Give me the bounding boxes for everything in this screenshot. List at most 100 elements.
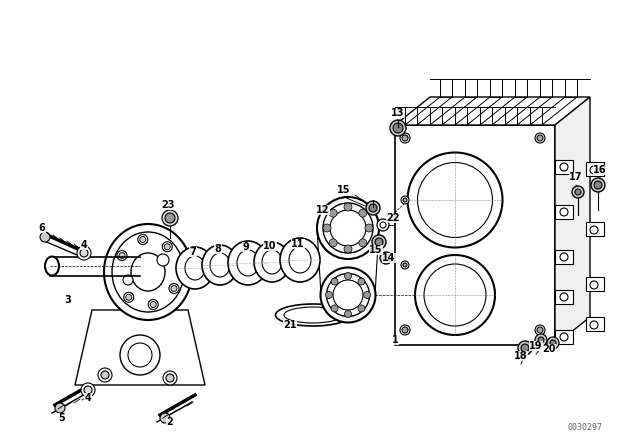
Bar [555, 160, 573, 174]
Circle shape [163, 371, 177, 385]
Text: 23: 23 [161, 200, 175, 210]
Circle shape [537, 327, 543, 333]
Text: 18: 18 [514, 351, 528, 361]
Circle shape [128, 343, 152, 367]
Circle shape [400, 325, 410, 335]
Circle shape [84, 386, 92, 394]
Ellipse shape [284, 307, 342, 323]
Circle shape [590, 321, 598, 329]
Circle shape [150, 302, 156, 307]
Circle shape [331, 305, 338, 312]
Ellipse shape [275, 304, 351, 326]
Text: 10: 10 [263, 241, 276, 251]
Circle shape [560, 293, 568, 301]
Circle shape [377, 219, 389, 231]
Text: 14: 14 [382, 253, 396, 263]
Text: 16: 16 [593, 165, 607, 175]
Text: 1: 1 [392, 335, 398, 345]
Circle shape [535, 325, 545, 335]
Bar [555, 330, 573, 344]
Circle shape [98, 368, 112, 382]
Ellipse shape [333, 280, 363, 310]
Circle shape [521, 344, 529, 352]
Circle shape [359, 239, 367, 247]
Ellipse shape [280, 238, 320, 282]
Circle shape [572, 186, 584, 198]
Circle shape [138, 234, 148, 245]
Ellipse shape [176, 247, 214, 289]
Circle shape [163, 242, 172, 252]
Circle shape [119, 253, 125, 258]
Circle shape [390, 120, 406, 136]
Ellipse shape [317, 197, 379, 259]
Circle shape [329, 239, 337, 247]
Circle shape [359, 209, 367, 217]
Circle shape [358, 278, 365, 285]
Circle shape [403, 198, 407, 202]
Bar [395, 125, 555, 345]
Text: 7: 7 [189, 247, 196, 257]
Circle shape [375, 238, 383, 246]
Circle shape [165, 213, 175, 223]
Polygon shape [555, 97, 590, 345]
Ellipse shape [326, 273, 369, 316]
Circle shape [380, 222, 386, 228]
Text: 6: 6 [38, 223, 45, 233]
Circle shape [123, 275, 133, 285]
Circle shape [55, 403, 65, 413]
Ellipse shape [415, 255, 495, 335]
Circle shape [171, 285, 177, 292]
Bar [555, 290, 573, 304]
Circle shape [537, 135, 543, 141]
Ellipse shape [321, 267, 376, 323]
Circle shape [366, 201, 380, 215]
Text: 9: 9 [243, 242, 250, 252]
Circle shape [535, 334, 547, 346]
Text: 17: 17 [569, 172, 583, 182]
Circle shape [594, 181, 602, 189]
Circle shape [590, 226, 598, 234]
Ellipse shape [228, 241, 268, 285]
Circle shape [124, 292, 134, 302]
Circle shape [80, 249, 88, 257]
Circle shape [560, 333, 568, 341]
Text: 8: 8 [214, 244, 221, 254]
Ellipse shape [289, 247, 311, 273]
Circle shape [101, 371, 109, 379]
Circle shape [400, 133, 410, 143]
Circle shape [162, 210, 178, 226]
Ellipse shape [408, 152, 502, 247]
Circle shape [125, 294, 132, 300]
Text: 2: 2 [166, 417, 173, 427]
Ellipse shape [185, 256, 205, 280]
Polygon shape [395, 97, 590, 125]
Circle shape [538, 337, 544, 343]
Ellipse shape [262, 250, 282, 274]
Circle shape [331, 278, 338, 285]
Circle shape [81, 383, 95, 397]
Bar [555, 205, 573, 219]
Text: 13: 13 [391, 108, 404, 118]
Circle shape [365, 224, 373, 232]
Circle shape [591, 178, 605, 192]
Circle shape [575, 189, 581, 195]
Text: 3: 3 [65, 295, 72, 305]
Circle shape [344, 272, 351, 280]
Ellipse shape [323, 203, 373, 253]
Circle shape [344, 203, 352, 211]
Ellipse shape [237, 250, 259, 276]
Ellipse shape [112, 232, 184, 312]
Circle shape [344, 310, 351, 318]
Ellipse shape [424, 264, 486, 326]
Circle shape [402, 327, 408, 333]
Text: 4: 4 [84, 393, 92, 403]
Text: 19: 19 [529, 341, 543, 351]
Circle shape [401, 196, 409, 204]
Bar [586, 222, 604, 236]
Circle shape [383, 255, 389, 261]
Text: 5: 5 [59, 413, 65, 423]
Circle shape [326, 292, 333, 298]
Circle shape [380, 252, 392, 264]
Circle shape [401, 261, 409, 269]
Circle shape [393, 123, 403, 133]
